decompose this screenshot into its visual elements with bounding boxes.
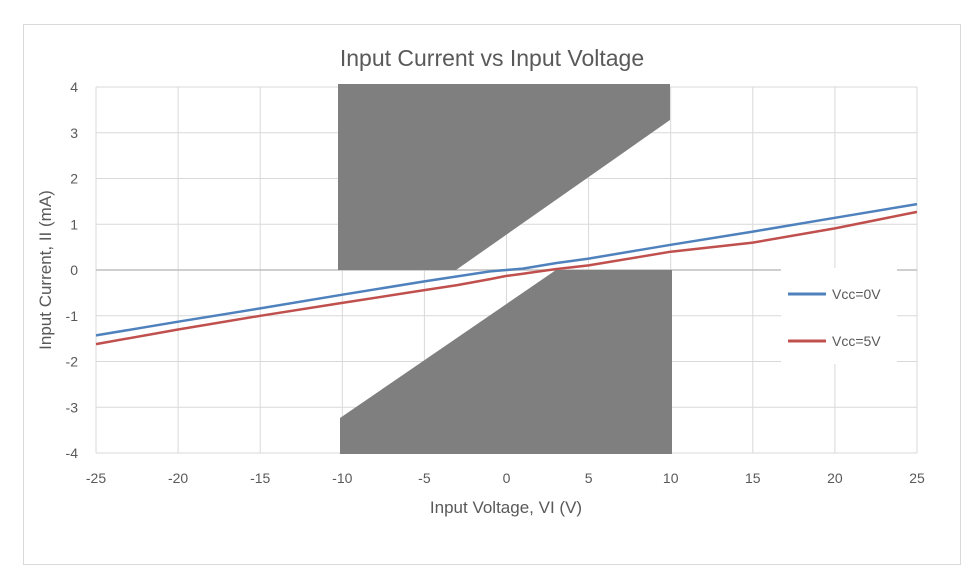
redaction-blocks <box>338 84 672 454</box>
y-tick-label: -2 <box>66 354 79 370</box>
x-tick-label: -10 <box>332 470 352 486</box>
y-tick-label: 0 <box>70 262 78 278</box>
y-tick-label: 1 <box>70 216 78 232</box>
x-tick-label: 15 <box>745 470 761 486</box>
y-tick-label: 2 <box>70 171 78 187</box>
x-tick-label: 0 <box>503 470 511 486</box>
x-tick-label: -25 <box>86 470 106 486</box>
series-line-0 <box>95 202 918 337</box>
y-tick-label: -3 <box>66 399 79 415</box>
x-axis-label: Input Voltage, VI (V) <box>430 498 582 517</box>
x-tick-label: 25 <box>909 470 925 486</box>
legend: Vcc=0V Vcc=5V <box>781 268 897 364</box>
chart-title: Input Current vs Input Voltage <box>340 45 644 71</box>
y-tick-label: -1 <box>66 308 79 324</box>
y-tick-label: 4 <box>70 79 78 95</box>
x-tick-label: -5 <box>418 470 431 486</box>
x-tick-label: 5 <box>585 470 593 486</box>
y-tick-labels: 4 3 2 1 0 -1 -2 -3 -4 <box>66 79 79 461</box>
x-tick-label: -20 <box>168 470 188 486</box>
legend-box <box>781 268 897 364</box>
redaction-block-upper <box>338 84 670 270</box>
y-tick-label: 3 <box>70 125 78 141</box>
x-tick-label: 20 <box>827 470 843 486</box>
redaction-block-lower <box>340 270 672 454</box>
x-tick-label: 10 <box>663 470 679 486</box>
series-line-1 <box>95 210 918 346</box>
x-tick-label: -15 <box>250 470 270 486</box>
y-tick-label: -4 <box>66 445 79 461</box>
y-axis-label: Input Current, II (mA) <box>36 190 55 350</box>
series-lines <box>95 202 918 346</box>
x-tick-labels: -25 -20 -15 -10 -5 0 5 10 15 20 25 <box>86 470 925 486</box>
legend-label-vcc0: Vcc=0V <box>832 286 881 302</box>
legend-label-vcc5: Vcc=5V <box>832 333 881 349</box>
